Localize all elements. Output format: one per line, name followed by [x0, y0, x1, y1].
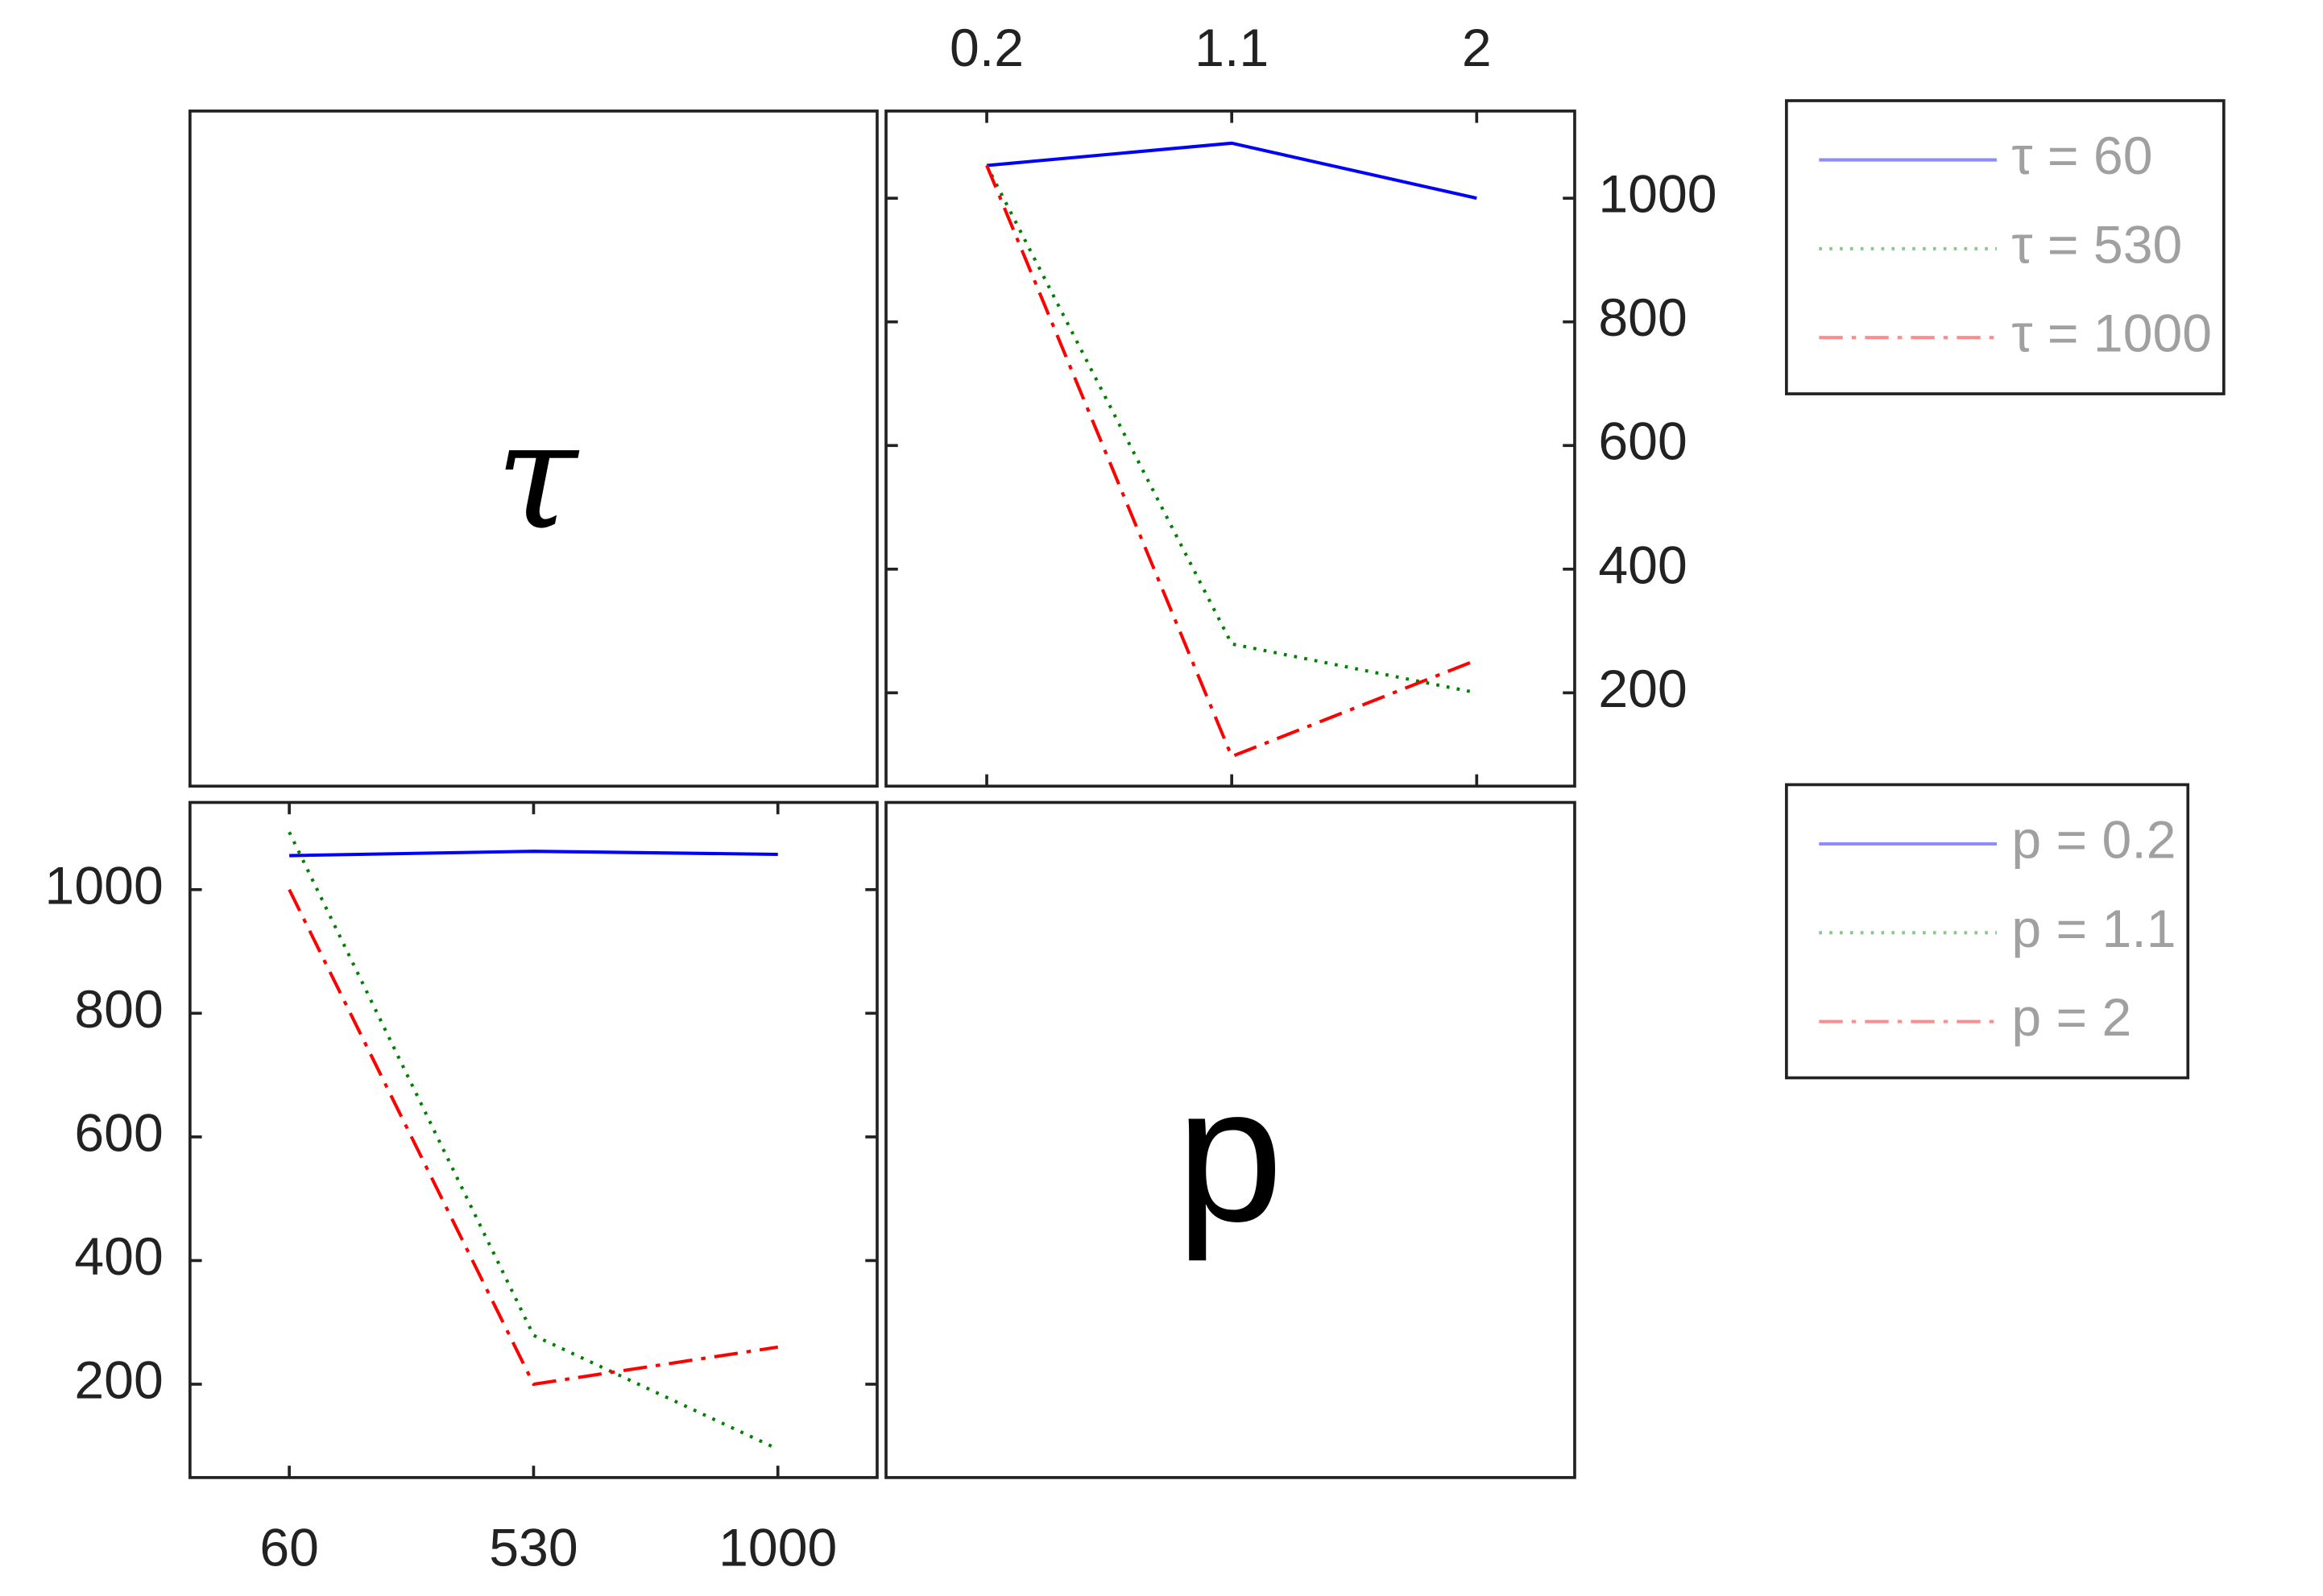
legend-label: τ = 1000 — [2011, 304, 2212, 364]
series-line — [985, 164, 1478, 759]
legend-label: p = 1.1 — [2011, 899, 2176, 959]
x-tick-label: 530 — [489, 1518, 578, 1577]
legend-box — [1785, 99, 2226, 395]
legend-label: p = 0.2 — [2011, 810, 2176, 870]
y-tick-label: 800 — [74, 980, 163, 1040]
diagonal-label: τ — [495, 391, 580, 563]
y-tick-label: 1000 — [45, 856, 164, 916]
x-tick-label: 60 — [259, 1518, 319, 1577]
x-tick-label: 2 — [1462, 19, 1492, 78]
diagonal-label: p — [1176, 1047, 1283, 1262]
y-tick-label: 400 — [74, 1227, 163, 1287]
y-tick-label: 400 — [1598, 535, 1687, 595]
plot-area — [884, 110, 1576, 788]
plot-area — [188, 800, 879, 1479]
y-tick-label: 200 — [74, 1350, 163, 1410]
x-tick-label: 1000 — [718, 1518, 837, 1577]
legend: p = 0.2 p = 1.1 p = 2 — [1785, 783, 2190, 1080]
series-line — [289, 850, 778, 858]
y-tick-label: 600 — [74, 1103, 163, 1163]
y-tick-label: 600 — [1598, 412, 1687, 472]
y-tick-label: 1000 — [1598, 165, 1716, 225]
x-tick-label: 0.2 — [950, 19, 1024, 78]
series-line — [986, 141, 1477, 201]
y-tick-label: 800 — [1598, 288, 1687, 348]
y-tick-label: 200 — [1598, 659, 1687, 719]
legend-label: τ = 530 — [2011, 215, 2182, 275]
legend-label: τ = 60 — [2011, 126, 2152, 186]
legend-label: p = 2 — [2011, 988, 2131, 1048]
diagonal-panel — [884, 800, 1576, 1479]
legend-box — [1785, 783, 2190, 1080]
diagonal-panel — [188, 110, 879, 788]
legend: τ = 60 τ = 530 τ = 1000 — [1785, 99, 2226, 395]
x-tick-label: 1.1 — [1195, 19, 1269, 78]
series-line — [288, 888, 779, 1387]
